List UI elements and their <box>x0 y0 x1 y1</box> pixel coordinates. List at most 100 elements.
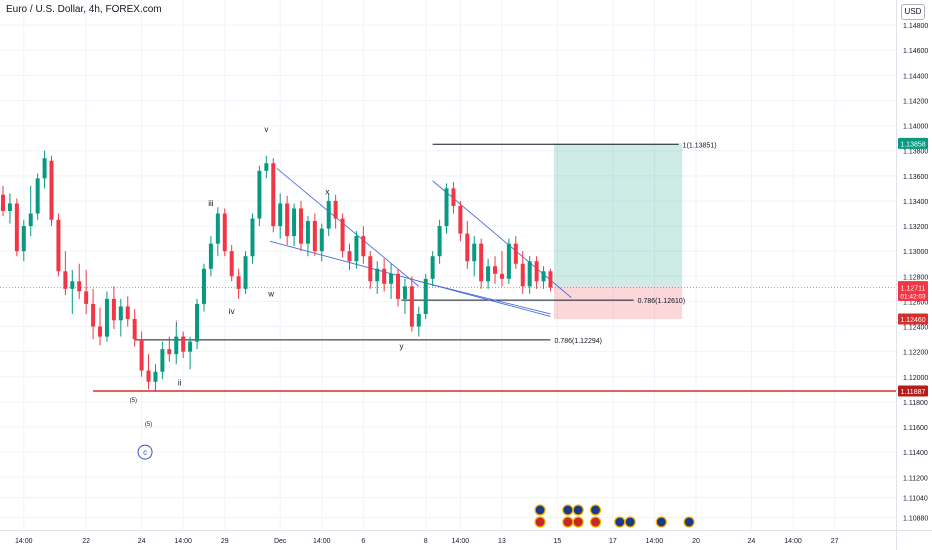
candle-body <box>222 213 227 252</box>
candle <box>229 244 234 282</box>
candle <box>271 158 276 233</box>
candle <box>188 336 193 370</box>
channel-line <box>269 240 551 317</box>
candle-body <box>21 226 26 252</box>
wave-label: w <box>267 289 274 298</box>
candle-body <box>77 281 82 292</box>
candle <box>361 226 366 264</box>
wave-label: iv <box>229 307 235 316</box>
candle <box>49 155 54 227</box>
x-tick-label: 14:00 <box>313 538 331 545</box>
candle <box>402 278 407 314</box>
candle <box>285 195 290 245</box>
candle-body <box>423 278 428 314</box>
candle-body <box>132 319 137 340</box>
candle-body <box>472 243 477 262</box>
candle <box>472 236 477 277</box>
candle <box>153 364 158 392</box>
economic-event-icon <box>624 516 636 528</box>
price-badge-text: 1.12460 <box>900 317 925 324</box>
candle <box>1 185 5 217</box>
candle-body <box>520 263 525 287</box>
candle-body <box>437 226 442 257</box>
y-tick-label: 1.11200 <box>903 475 928 482</box>
candle-body <box>361 236 366 257</box>
channel-line <box>276 167 420 287</box>
candle-body <box>479 243 484 282</box>
candle <box>195 298 200 350</box>
x-tick-label: 14:00 <box>784 538 802 545</box>
candle-body <box>14 203 19 252</box>
candle <box>458 200 463 242</box>
price-badge-text: 1.11887 <box>901 389 926 396</box>
candle-body <box>451 188 456 206</box>
price-badge: 1.13858 <box>898 137 928 149</box>
price-badge-bg <box>898 281 928 301</box>
candle <box>451 182 456 214</box>
x-tick-label: 14:00 <box>646 538 664 545</box>
candle-body <box>118 306 123 321</box>
candle-body <box>430 256 435 279</box>
candle <box>416 306 421 337</box>
candle-body <box>215 213 220 244</box>
candle <box>548 268 553 292</box>
candle-body <box>347 251 352 262</box>
candle-body <box>35 178 40 214</box>
price-badge: 1.11887 <box>898 385 928 397</box>
x-tick-label: 6 <box>361 538 365 545</box>
candle <box>160 341 165 380</box>
candle-body <box>305 221 310 244</box>
candle-body <box>416 313 421 327</box>
candle <box>396 268 401 307</box>
candle <box>499 251 504 287</box>
candle-body <box>527 261 532 287</box>
candle-body <box>458 205 463 234</box>
candle <box>298 200 303 252</box>
candle-body <box>42 158 47 179</box>
candle <box>111 286 116 330</box>
candle-body <box>98 326 103 337</box>
candle-body <box>534 261 539 282</box>
candle-body <box>402 286 407 299</box>
candle-body <box>56 219 61 272</box>
candle-body <box>465 233 470 262</box>
candle-body <box>285 203 290 237</box>
candle-body <box>201 268 206 304</box>
candle <box>368 251 373 289</box>
position-stop-zone <box>553 286 683 320</box>
x-tick-label: 24 <box>138 538 146 545</box>
wave-label: (5) <box>130 398 137 404</box>
candle-body <box>271 163 276 227</box>
candle <box>409 276 414 332</box>
candle-body <box>195 303 200 342</box>
candle-body <box>292 208 297 237</box>
candle-body <box>153 371 158 382</box>
y-tick-label: 1.13400 <box>903 199 928 206</box>
candle <box>506 238 511 284</box>
x-tick-label: 22 <box>82 538 90 545</box>
candle <box>174 326 179 365</box>
candle <box>347 243 352 271</box>
candle <box>527 256 532 294</box>
candle <box>56 213 61 277</box>
candle <box>520 251 525 294</box>
x-tick-label: Dec <box>274 538 287 545</box>
candle <box>215 207 220 257</box>
candle <box>382 258 387 292</box>
candle-body <box>91 303 96 327</box>
channel-line <box>432 180 572 298</box>
economic-event-icon <box>562 516 574 528</box>
candle <box>236 268 241 299</box>
countdown-text: 01:42:03 <box>900 293 926 300</box>
candle <box>104 291 109 342</box>
y-tick-label: 1.12600 <box>903 299 928 306</box>
currency-button[interactable]: USD <box>901 4 925 20</box>
wave-label: (5) <box>145 422 152 428</box>
economic-event-icon <box>562 504 574 516</box>
candle <box>264 155 269 179</box>
candle <box>77 263 82 299</box>
candle-body <box>409 286 414 327</box>
chart-title: Euro / U.S. Dollar, 4h, FOREX.com <box>6 4 162 15</box>
candle <box>354 231 359 269</box>
